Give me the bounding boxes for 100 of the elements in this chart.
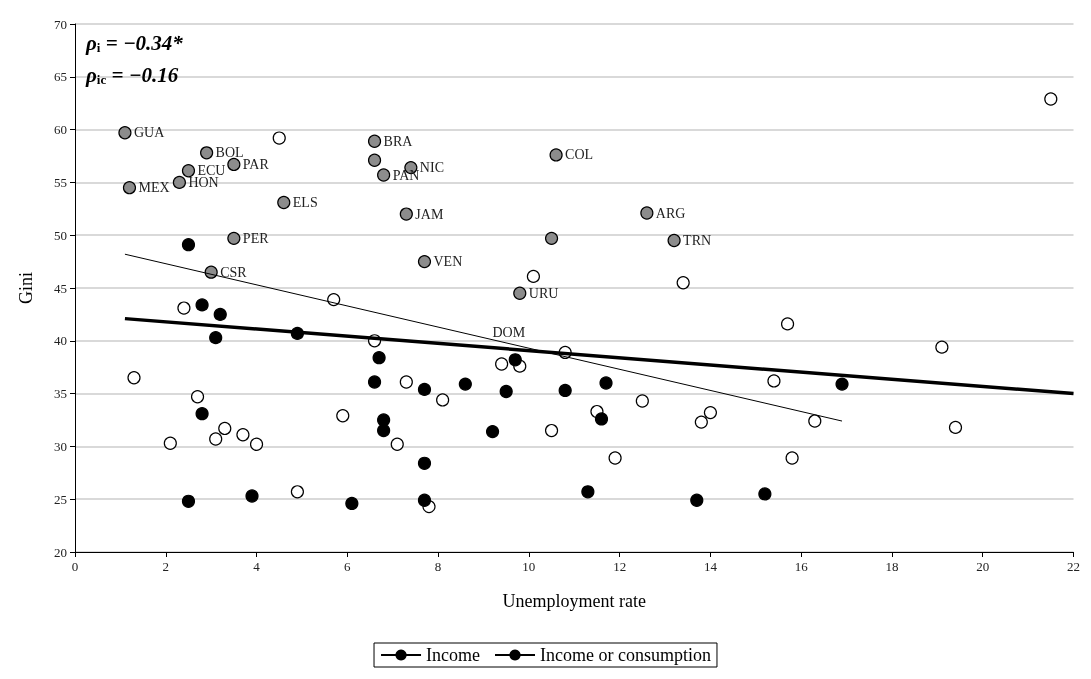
y-tick-label: 65 [54,69,67,85]
point [181,164,196,178]
y-tick-label: 45 [54,280,67,296]
point [508,353,522,367]
point [236,428,250,442]
point [227,231,241,245]
point [181,494,196,508]
point [177,301,191,315]
point [667,233,681,248]
x-tick-label: 18 [885,559,899,574]
point [635,394,649,408]
point [513,286,527,300]
point [377,423,391,438]
point [367,153,382,167]
point [249,437,264,451]
annotation: HON [188,174,219,190]
x-tick-label: 8 [434,559,442,574]
y-tick-label: 55 [54,174,67,190]
annotation: DOM [492,324,526,340]
point [227,157,241,172]
y-tick-label: 20 [54,544,67,560]
point [245,489,259,503]
point [581,485,595,499]
point [417,255,432,269]
point [417,493,432,507]
point [181,238,196,252]
point [195,407,209,421]
point [485,425,500,439]
point [377,413,391,427]
annotation: VEN [433,254,463,270]
annotation: BOL [215,145,244,161]
x-tick-label: 22 [1067,559,1080,574]
point [272,131,286,145]
point [336,409,350,423]
x-tick-label: 14 [703,559,718,574]
point [277,195,291,210]
y-tick-label: 50 [54,227,67,243]
point [694,415,708,429]
point [640,206,654,220]
point [417,456,432,470]
legend-label: Income or consumption [540,645,711,665]
point [118,126,132,140]
point [195,298,209,312]
point [399,375,413,389]
annotation: TRN [683,232,712,248]
point [213,307,227,321]
y-axis-title: Gini [16,271,36,305]
annotation: NIC [419,160,444,176]
point [345,496,359,511]
y-tick-label: 35 [54,386,67,402]
point [372,351,386,365]
point [200,146,214,160]
point [608,451,622,465]
point [499,384,513,399]
x-tick-label: 16 [794,559,809,574]
annotation: BRA [383,133,414,149]
annotation: MEX [138,180,170,196]
annotation: PER [242,230,270,246]
point [127,371,141,385]
point [767,374,781,388]
annotation: CSR [220,264,248,280]
y-tick-label: 60 [54,122,67,138]
annotation: COL [565,147,594,163]
annotation: PAR [242,156,270,172]
y-tick-label: 30 [54,438,67,454]
point [558,383,572,398]
point [190,390,205,404]
point [417,382,432,396]
annotation: JAM [415,206,444,222]
x-axis-title: Unemployment rate [502,591,646,611]
point [367,134,382,148]
point [599,376,613,390]
point [594,412,609,426]
point [785,451,799,465]
x-tick-label: 6 [344,559,352,574]
point [1044,92,1058,106]
point [290,485,304,499]
point [367,375,382,389]
x-tick-label: 12 [613,559,627,574]
legend-label: Income [426,645,481,665]
x-tick-label: 10 [522,559,536,574]
point [218,421,232,436]
point [163,436,177,450]
y-tick-label: 25 [54,491,67,507]
point [758,487,772,501]
point [209,331,223,345]
point [495,357,509,371]
point [436,393,450,407]
point [703,406,718,420]
point [377,168,391,182]
point [948,420,963,434]
point [390,437,404,451]
x-tick-label: 0 [71,559,79,574]
annotation: PAN [392,167,420,183]
point [122,181,137,195]
annotation: ELS [292,194,318,210]
annotation: GUA [133,125,166,141]
point [544,231,559,245]
point [780,317,795,331]
point [526,269,540,283]
